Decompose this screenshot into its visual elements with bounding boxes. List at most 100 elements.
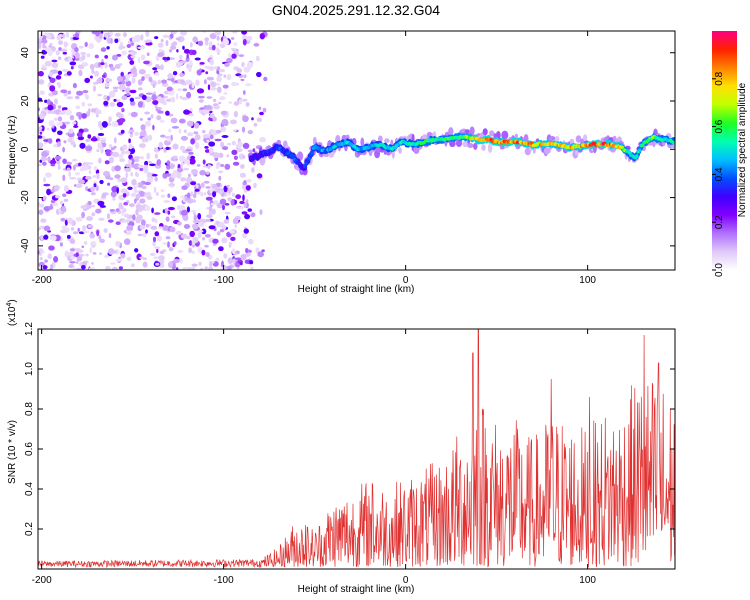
- noise-speckle: [146, 152, 151, 160]
- noise-speckle: [164, 173, 172, 177]
- snr-y-tick-label: 0.6: [24, 442, 35, 456]
- noise-speckle: [240, 253, 247, 261]
- noise-speckle: [64, 57, 69, 61]
- noise-speckle: [71, 220, 75, 227]
- noise-speckle: [120, 253, 126, 259]
- noise-speckle: [131, 263, 135, 268]
- noise-speckle: [137, 46, 145, 49]
- noise-speckle: [165, 216, 170, 222]
- noise-speckle: [39, 33, 43, 40]
- noise-speckle: [95, 169, 100, 174]
- noise-speckle: [123, 230, 127, 233]
- noise-speckle: [101, 59, 104, 63]
- noise-speckle: [227, 257, 233, 265]
- noise-speckle: [251, 167, 255, 173]
- noise-speckle: [153, 147, 157, 153]
- noise-speckle: [223, 219, 230, 224]
- noise-speckle: [133, 189, 139, 193]
- noise-speckle: [238, 54, 245, 57]
- noise-speckle: [219, 96, 226, 101]
- spectrogram-frame: [37, 30, 676, 271]
- noise-speckle: [245, 185, 251, 191]
- noise-speckle: [139, 198, 146, 204]
- noise-speckle: [144, 39, 151, 43]
- noise-speckle: [223, 253, 228, 259]
- noise-speckle: [38, 42, 42, 50]
- noise-speckle: [183, 167, 190, 171]
- noise-speckle: [170, 172, 177, 179]
- noise-speckle: [188, 247, 193, 254]
- noise-speckle: [208, 266, 214, 270]
- noise-speckle: [60, 48, 68, 53]
- noise-speckle: [108, 116, 112, 123]
- ridge-halo: [467, 143, 474, 148]
- noise-speckle: [123, 213, 130, 218]
- spectrogram-y-ticks: -40 -20 0 20 40: [20, 47, 675, 253]
- noise-speckle: [39, 203, 44, 208]
- noise-speckle: [165, 110, 170, 116]
- snr-y-scale: (x104): [6, 299, 18, 326]
- noise-speckle: [241, 31, 247, 35]
- noise-speckle: [153, 186, 157, 194]
- noise-speckle: [114, 165, 121, 172]
- noise-speckle: [166, 86, 173, 92]
- noise-speckle: [204, 244, 209, 248]
- noise-speckle: [263, 76, 268, 82]
- noise-speckle: [58, 47, 62, 51]
- noise-speckle: [208, 131, 212, 136]
- noise-speckle: [199, 62, 205, 65]
- noise-speckle: [133, 185, 137, 190]
- noise-speckle: [190, 138, 196, 145]
- snr-y-scale-close: ): [7, 299, 18, 302]
- noise-speckle: [43, 177, 46, 183]
- noise-speckle: [210, 202, 215, 206]
- noise-speckle: [93, 183, 97, 188]
- noise-speckle: [204, 266, 208, 270]
- noise-speckle: [61, 206, 67, 213]
- noise-speckle: [64, 121, 71, 125]
- noise-speckle: [220, 164, 225, 167]
- noise-speckle: [57, 116, 63, 122]
- noise-speckle: [38, 70, 44, 77]
- noise-speckle: [51, 202, 59, 207]
- noise-speckle: [62, 146, 65, 153]
- noise-speckle: [158, 141, 164, 149]
- noise-speckle: [38, 251, 42, 256]
- noise-speckle: [227, 193, 231, 196]
- noise-speckle: [69, 261, 76, 264]
- noise-speckle: [121, 50, 127, 56]
- noise-speckle: [110, 262, 116, 265]
- noise-speckle: [230, 199, 235, 206]
- noise-speckle: [256, 173, 263, 179]
- noise-speckle: [42, 157, 49, 161]
- noise-speckle: [70, 141, 76, 146]
- noise-speckle: [48, 205, 54, 210]
- noise-speckle: [135, 203, 142, 210]
- noise-speckle: [128, 230, 132, 236]
- noise-speckle: [207, 84, 211, 91]
- noise-speckle: [66, 161, 72, 166]
- noise-speckle: [130, 42, 135, 46]
- noise-speckle: [38, 142, 44, 148]
- noise-speckle: [126, 44, 131, 48]
- noise-speckle: [111, 266, 118, 270]
- noise-speckle: [44, 60, 52, 67]
- noise-speckle: [68, 250, 74, 257]
- noise-speckle: [139, 167, 144, 172]
- colorbar: 0.0 0.2 0.4 0.6 0.8 Normalized spectral ampl…: [712, 31, 748, 277]
- noise-speckle: [162, 34, 169, 38]
- noise-speckle: [127, 186, 133, 190]
- colorbar-gradient: [712, 31, 737, 270]
- noise-speckle: [210, 81, 217, 88]
- snr-x-ticks: -200 -100 0 100: [32, 329, 596, 586]
- noise-speckle: [38, 163, 43, 167]
- noise-speckle: [148, 223, 152, 227]
- noise-speckle: [57, 82, 62, 89]
- noise-speckle: [122, 32, 127, 38]
- noise-speckle: [134, 131, 139, 136]
- noise-speckle: [249, 260, 254, 265]
- noise-speckle: [193, 214, 197, 221]
- noise-speckle: [96, 172, 100, 180]
- noise-speckle: [152, 236, 157, 243]
- noise-speckle: [45, 172, 52, 178]
